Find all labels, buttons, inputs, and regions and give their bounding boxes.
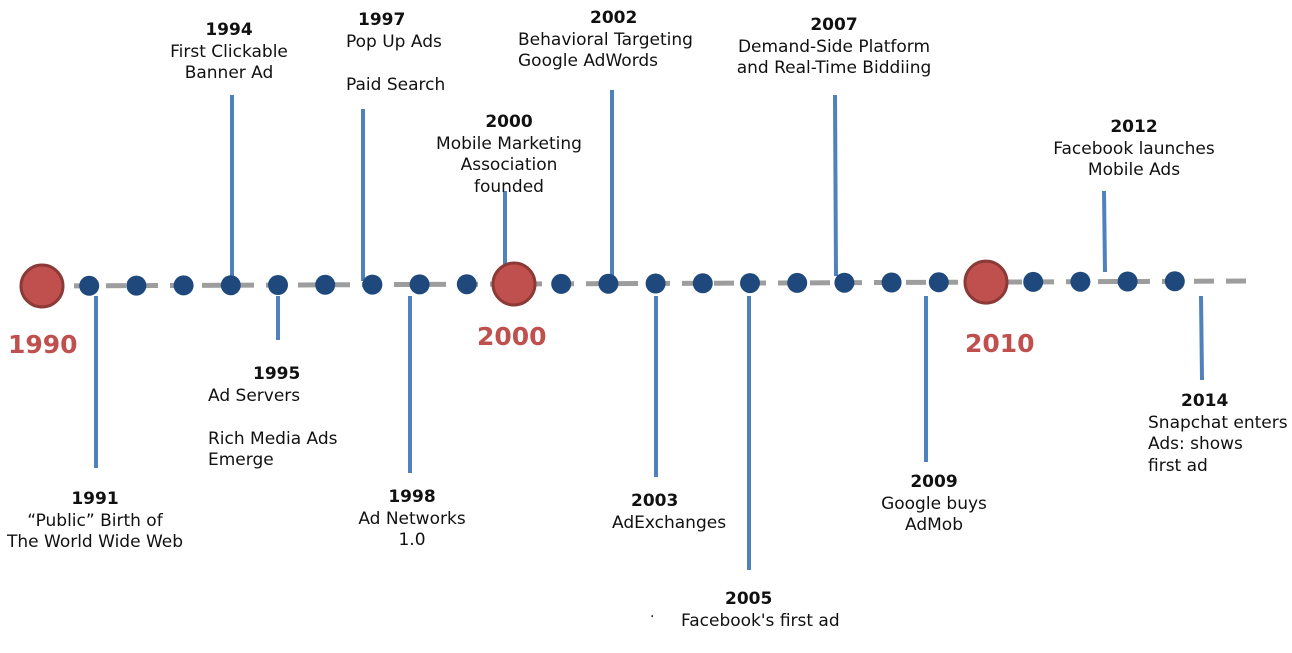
event-1991: 1991 “Public” Birth of The World Wide Web xyxy=(7,489,183,554)
event-year: 2002 xyxy=(590,8,638,28)
year-dot-2014 xyxy=(1164,271,1185,292)
event-text-line: AdMob xyxy=(905,515,963,535)
event-year: 2009 xyxy=(910,472,958,492)
event-text-line: Paid Search xyxy=(346,74,446,95)
event-text-line: AdExchanges xyxy=(612,512,727,533)
decade-marker-1990 xyxy=(19,263,65,309)
year-dot-2008 xyxy=(881,272,902,293)
event-text-line: Pop Up Ads xyxy=(346,31,442,52)
timeline-axis xyxy=(41,278,1253,289)
event-2014: 2014 Snapchat enters Ads: shows first ad xyxy=(1148,391,1288,477)
event-text-line xyxy=(208,407,338,429)
decade-marker-2010 xyxy=(963,259,1009,305)
event-2000: 2000 Mobile Marketing Association founded xyxy=(436,112,582,198)
event-text-line: Facebook launches xyxy=(1053,138,1215,159)
event-year: 1997 xyxy=(358,10,406,30)
event-year: 1994 xyxy=(205,20,253,40)
year-dot-1991 xyxy=(79,275,100,296)
event-year: 1995 xyxy=(253,364,301,384)
event-1997: 1997 Pop Up Ads Paid Search xyxy=(346,10,445,96)
year-dot-2004 xyxy=(692,273,713,294)
event-text-line: founded xyxy=(474,176,544,197)
year-dot-2013 xyxy=(1117,271,1138,292)
event-text-line: Google AdWords xyxy=(518,51,659,71)
event-text-line: Rich Media Ads xyxy=(208,428,338,449)
event-text-line: Demand-Side Platform xyxy=(737,36,931,57)
year-dot-1997 xyxy=(362,274,383,295)
year-dot-1999 xyxy=(456,274,477,295)
event-text-line: Snapchat enters xyxy=(1148,412,1288,433)
event-2003: 2003 AdExchanges xyxy=(612,491,726,534)
event-text-line: Facebook's first ad xyxy=(681,610,840,631)
event-text-line: and Real-Time Biddiing xyxy=(736,58,932,78)
event-1995: 1995 Ad Servers Rich Media Ads Emerge xyxy=(208,364,338,472)
event-text-line: Emerge xyxy=(208,450,274,470)
year-dot-1993 xyxy=(173,275,194,296)
stray-mark: · xyxy=(650,609,655,625)
event-1994: 1994 First Clickable Banner Ad xyxy=(170,20,288,85)
year-dot-2005 xyxy=(740,273,760,294)
year-dot-2003 xyxy=(645,273,666,294)
event-2007: 2007 Demand-Side Platform and Real-Time Bi… xyxy=(737,15,932,80)
event-text-line: The World Wide Web xyxy=(6,532,184,552)
event-2002: 2002 Behavioral Targeting Google AdWords xyxy=(518,8,693,73)
year-dot-2007 xyxy=(834,272,855,293)
event-text-line: Banner Ad xyxy=(184,63,274,83)
event-year: 2005 xyxy=(725,589,773,609)
year-dot-1998 xyxy=(409,274,430,295)
event-1998: 1998 Ad Networks 1.0 xyxy=(358,487,465,552)
event-text-line: Ad Networks xyxy=(358,508,466,529)
event-year: 2014 xyxy=(1181,391,1229,411)
event-text-line: Ads: shows xyxy=(1148,434,1243,454)
decade-label-2010: 2010 xyxy=(965,329,1035,358)
decade-label-1990: 1990 xyxy=(8,330,78,359)
event-text-line: Mobile Marketing xyxy=(436,133,582,154)
year-dot-2006 xyxy=(787,272,808,293)
event-year: 2007 xyxy=(810,15,858,35)
event-text-line: First Clickable xyxy=(170,41,288,62)
connector-2012 xyxy=(1102,190,1107,273)
event-text-line: Mobile Ads xyxy=(1087,160,1181,180)
event-2005: 2005 Facebook's first ad xyxy=(681,589,840,632)
event-2012: 2012 Facebook launches Mobile Ads xyxy=(1053,117,1214,182)
event-text-line: first ad xyxy=(1148,455,1208,476)
event-year: 1991 xyxy=(71,489,119,509)
event-text-line: Ad Servers xyxy=(208,385,301,406)
year-dot-1992 xyxy=(126,275,147,296)
event-year: 2003 xyxy=(631,491,679,511)
event-text-line: 1.0 xyxy=(398,530,426,550)
event-2009: 2009 Google buys AdMob xyxy=(881,472,987,537)
event-year: 2012 xyxy=(1110,117,1158,137)
year-dot-2009 xyxy=(928,272,949,293)
decade-label-2000: 2000 xyxy=(477,322,547,351)
event-text-line: Association xyxy=(460,155,558,175)
event-year: 2000 xyxy=(485,112,533,132)
event-text-line xyxy=(346,53,445,75)
year-dot-2011 xyxy=(1023,271,1044,292)
event-year: 1998 xyxy=(388,487,436,507)
year-dot-1995 xyxy=(268,275,288,295)
decade-marker-2000 xyxy=(491,261,537,307)
event-text-line: “Public” Birth of xyxy=(27,510,163,531)
event-text-line: Google buys xyxy=(881,493,987,514)
connector-2014 xyxy=(1199,295,1204,381)
year-dot-2002 xyxy=(598,273,619,294)
year-dot-1994 xyxy=(220,275,241,296)
year-dot-2001 xyxy=(551,273,572,294)
event-text-line: Behavioral Targeting xyxy=(518,29,693,50)
year-dot-2012 xyxy=(1070,271,1091,292)
connector-2007 xyxy=(833,94,838,277)
year-dot-1996 xyxy=(315,274,336,295)
